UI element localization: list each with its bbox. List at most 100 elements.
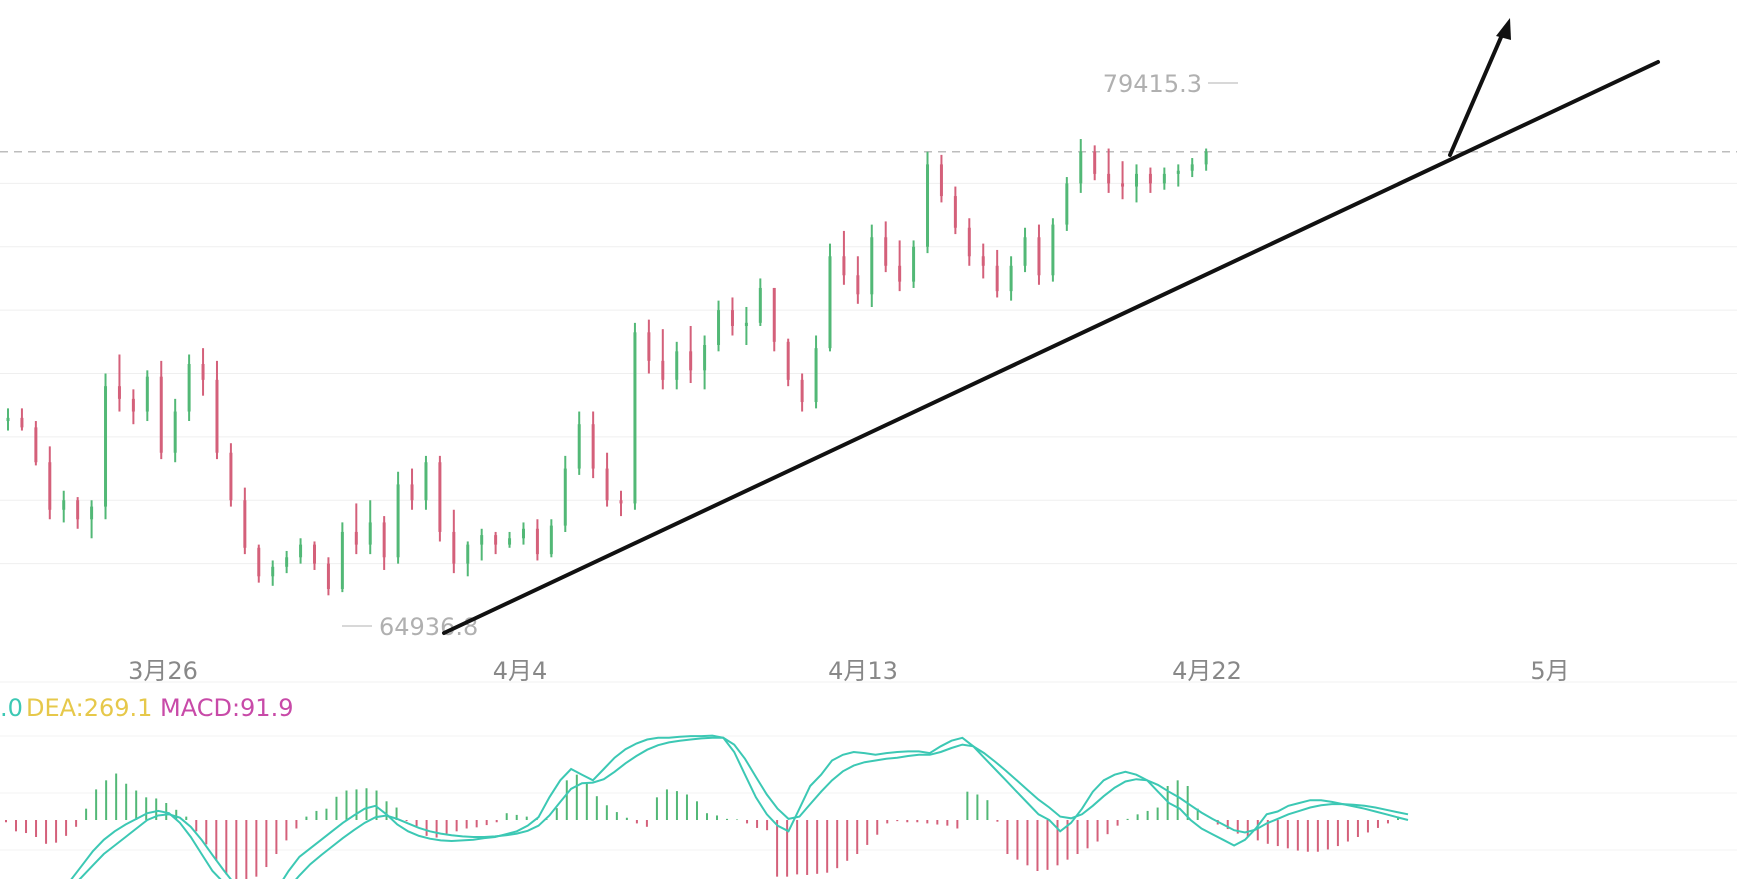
candle-body (508, 538, 512, 545)
candle-body (76, 500, 80, 520)
candle-body (647, 332, 651, 361)
candle (1023, 227, 1027, 273)
candle (48, 446, 52, 520)
candle-body (313, 544, 317, 564)
dea-line (78, 736, 1409, 879)
candle-body (354, 531, 358, 545)
candle-body (173, 411, 177, 453)
candle (76, 497, 80, 529)
candle (243, 487, 247, 555)
candle-body (117, 386, 121, 399)
candle (1093, 145, 1097, 181)
candle-body (689, 351, 693, 371)
candle-body (549, 525, 553, 555)
x-tick-label: 4月4 (493, 657, 548, 685)
candle (856, 256, 860, 304)
candle (494, 531, 498, 555)
candle-body (285, 557, 289, 567)
candle (20, 408, 24, 431)
candle (800, 373, 804, 412)
candle (201, 348, 205, 396)
candle-body (299, 544, 303, 558)
candle (717, 300, 721, 352)
candle-body (772, 287, 776, 342)
candle (1107, 148, 1111, 193)
candle-body (981, 256, 985, 266)
candle (410, 468, 414, 510)
candle (772, 287, 776, 352)
candle-body (48, 462, 52, 510)
candle-body (995, 265, 999, 292)
candle (661, 329, 665, 390)
candle (535, 519, 539, 561)
candle-body (1121, 183, 1125, 187)
x-axis-ticks: 3月26 4月4 4月13 4月22 5月 (128, 657, 1570, 685)
candle-body (535, 528, 539, 555)
candle (396, 471, 400, 564)
candle (6, 408, 10, 431)
low-annotation-label: 64936.8 (379, 613, 478, 641)
candle (285, 550, 289, 574)
candle (577, 411, 581, 475)
candle-body (563, 468, 567, 526)
candle-body (675, 351, 679, 380)
candle-body (828, 256, 832, 349)
macd-histogram (5, 773, 1399, 879)
candle (842, 230, 846, 285)
candle-body (145, 376, 149, 412)
candle (1190, 158, 1194, 178)
candle-body (1148, 173, 1152, 184)
candle (884, 221, 888, 273)
candle-body (717, 310, 721, 345)
candle-body (1190, 164, 1194, 171)
candle-body (591, 424, 595, 469)
macd-legend-dif: .0 (0, 694, 23, 722)
candle-body (243, 500, 247, 548)
candle (828, 243, 832, 352)
candle (744, 306, 748, 345)
candle (62, 490, 66, 523)
trendline-arrow-shaft (1448, 26, 1507, 157)
candle-body (326, 563, 330, 589)
candle (758, 278, 762, 326)
candle-body (187, 364, 191, 412)
candle-body (605, 468, 609, 501)
candle-body (368, 522, 372, 545)
candle-body (396, 484, 400, 558)
candle-body (257, 547, 261, 577)
candle (605, 452, 609, 507)
candle-body (1051, 224, 1055, 276)
candle-body (912, 246, 916, 282)
candle-body (1176, 170, 1180, 174)
candle (1009, 256, 1013, 301)
candle-body (800, 379, 804, 403)
candle-body (480, 535, 484, 545)
candle-body (1093, 151, 1097, 174)
candle-body (382, 522, 386, 558)
high-annotation-label: 79415.3 (1103, 70, 1202, 98)
candle-body (1204, 151, 1208, 165)
candle (368, 500, 372, 555)
candle-body (1065, 183, 1069, 225)
candle-body (410, 484, 414, 501)
candle (1176, 164, 1180, 187)
candle-body (953, 196, 957, 228)
candle (271, 560, 275, 586)
candle (173, 398, 177, 463)
candle (159, 360, 163, 460)
candle (563, 455, 567, 532)
candle (1162, 167, 1166, 190)
candle-body (424, 462, 428, 501)
candle (424, 455, 428, 510)
candle-body (438, 462, 442, 532)
candle (591, 411, 595, 479)
candle (689, 325, 693, 384)
candle-body (494, 535, 498, 545)
candle (1121, 161, 1125, 200)
candle (90, 500, 94, 539)
candle (995, 249, 999, 298)
candle (480, 528, 484, 561)
candle (1134, 164, 1138, 203)
candle-body (1162, 173, 1166, 184)
candle-body (229, 452, 233, 501)
